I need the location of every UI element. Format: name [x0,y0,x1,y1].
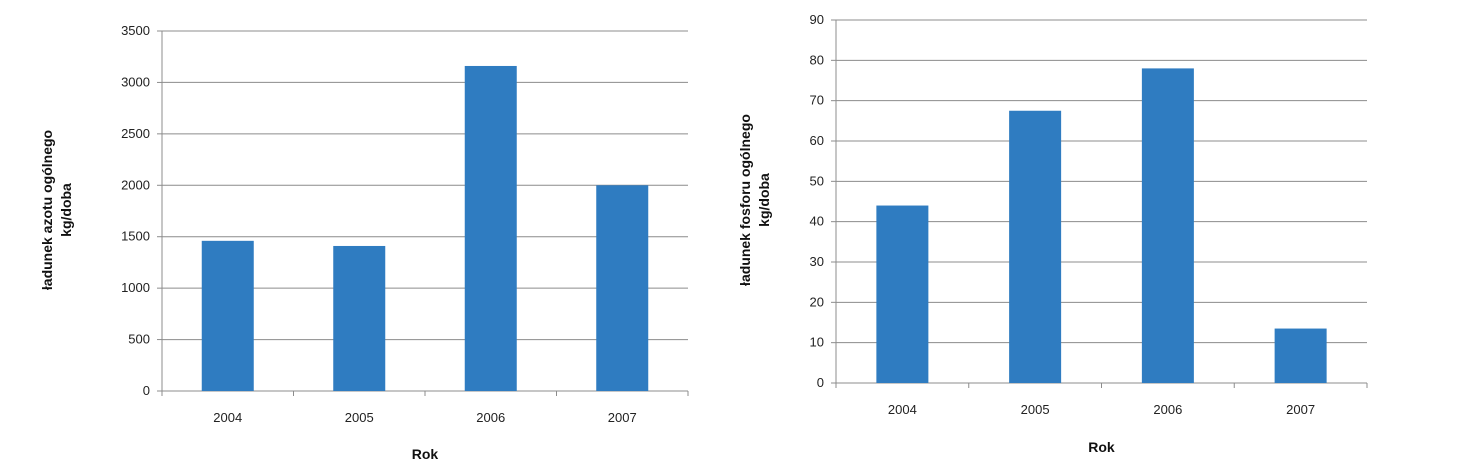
x-tick-label: 2007 [1286,402,1315,417]
y-tick-label: 500 [128,332,150,347]
y-tick-label: 90 [810,12,824,27]
x-tick-label: 2004 [213,410,242,425]
y-tick-label: 1000 [121,280,150,295]
x-tick-label: 2005 [345,410,374,425]
y-tick-label: 20 [810,294,824,309]
bar-2004 [876,205,929,383]
y-axis-title-line: ładunek fosforu ogólnego [737,114,753,286]
x-tick-label: 2006 [476,410,505,425]
y-tick-label: 30 [810,254,824,269]
x-tick-label: 2007 [608,410,637,425]
x-tick-label: 2006 [1153,402,1182,417]
x-tick-label: 2004 [888,402,917,417]
y-tick-label: 40 [810,214,824,229]
y-axis-title: ładunek fosforu ogólnego kg/doba [737,114,772,286]
bar-2006 [464,65,517,391]
y-tick-label: 1500 [121,229,150,244]
y-tick-label: 3000 [121,74,150,89]
y-tick-label: 80 [810,52,824,67]
bar-2007 [596,185,649,391]
y-axis-title: ładunek azotu ogólnego kg/doba [39,130,74,290]
bar-2004 [201,240,254,391]
y-tick-label: 50 [810,173,824,188]
y-axis-title-line: kg/doba [58,183,74,237]
chart-phosphorus: 0 10 20 30 40 50 60 70 80 90 2004 2005 2006 2007 Rok ła… [737,12,1368,455]
chart-nitrogen: 0 500 1000 1500 2000 2500 3000 3500 2004 2005 2006… [39,23,689,462]
y-tick-label: 70 [810,93,824,108]
y-tick-label: 60 [810,133,824,148]
y-tick-label: 3500 [121,23,150,38]
y-tick-label: 10 [810,335,824,350]
y-tick-label: 0 [143,383,150,398]
bar-2007 [1274,328,1327,383]
y-tick-label: 2500 [121,126,150,141]
y-axis-title-line: kg/doba [756,173,772,227]
bar-2005 [333,245,386,391]
x-tick-label: 2005 [1021,402,1050,417]
bar-2005 [1009,110,1062,383]
y-tick-label: 0 [817,375,824,390]
x-axis-title: Rok [412,446,439,462]
bar-2006 [1141,68,1194,384]
y-axis-title-line: ładunek azotu ogólnego [39,130,55,290]
y-tick-label: 2000 [121,177,150,192]
x-axis-title: Rok [1088,439,1115,455]
